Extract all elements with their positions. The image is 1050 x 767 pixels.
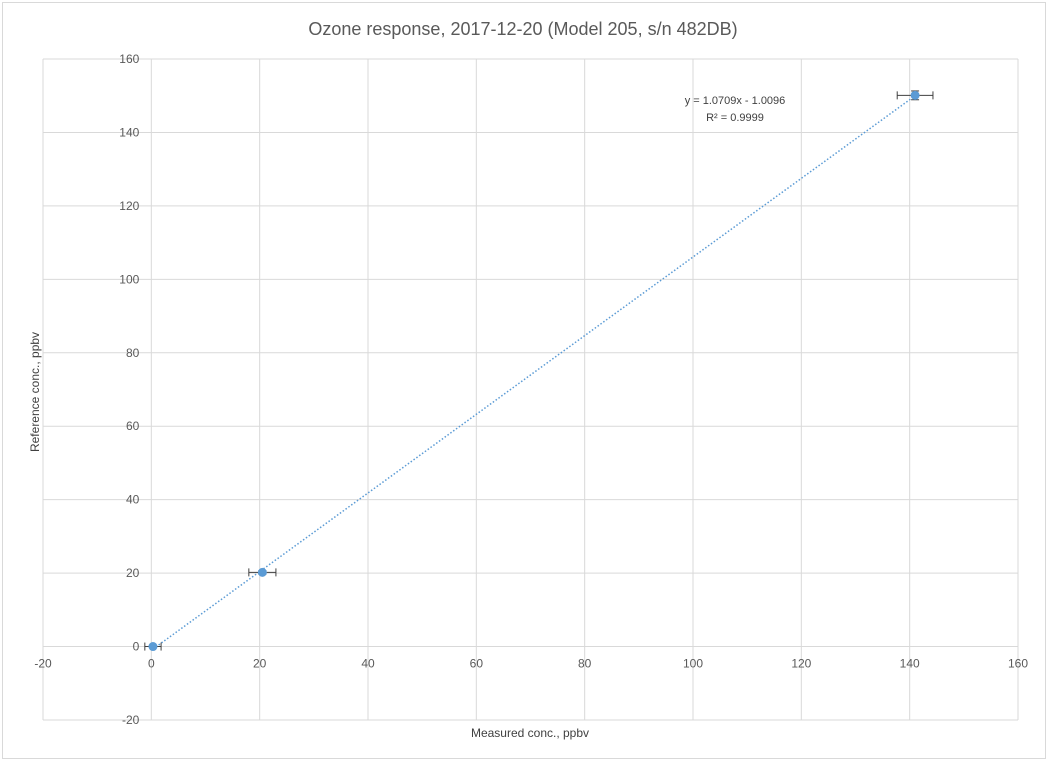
x-tick-label: 120	[791, 657, 811, 671]
y-tick-label: 120	[119, 199, 139, 213]
data-point	[148, 642, 158, 652]
trendline-equation: y = 1.0709x - 1.0096	[685, 95, 786, 107]
y-tick-label: 140	[119, 125, 139, 139]
y-tick-label: 80	[126, 346, 140, 360]
x-tick-label: 0	[148, 657, 155, 671]
data-point	[910, 90, 920, 100]
y-tick-label: -20	[122, 713, 140, 727]
x-tick-label: 140	[900, 657, 920, 671]
data-point-layer	[144, 90, 934, 652]
x-tick-label: 20	[253, 657, 267, 671]
x-tick-label: 80	[578, 657, 592, 671]
y-axis-title: Reference conc., ppbv	[28, 332, 42, 452]
data-point	[257, 567, 267, 577]
x-tick-label: 100	[683, 657, 703, 671]
x-tick-label: 60	[470, 657, 484, 671]
x-tick-label: 160	[1008, 657, 1028, 671]
y-tick-label: 40	[126, 493, 140, 507]
y-tick-label: 60	[126, 419, 140, 433]
x-axis-title: Measured conc., ppbv	[471, 726, 589, 740]
trendline-r-squared: R² = 0.9999	[706, 112, 764, 124]
y-tick-label: 20	[126, 566, 140, 580]
x-tick-label: -20	[34, 657, 52, 671]
x-tick-label: 40	[361, 657, 375, 671]
tick-label-layer: -20 0 20 40 60 80 100 120 140 160 -20 0 20 40 60 80 100 1…	[34, 52, 1028, 727]
y-tick-label: 160	[119, 52, 139, 66]
chart-svg: -20 0 20 40 60 80 100 120 140 160 -20 0 20 40 60 80 100 1…	[28, 19, 1028, 740]
trendline-layer	[152, 95, 916, 650]
y-tick-label: 100	[119, 272, 139, 286]
trendline	[152, 95, 916, 650]
chart-title: Ozone response, 2017-12-20 (Model 205, s…	[308, 19, 737, 39]
grid-layer	[42, 58, 1019, 721]
y-tick-label: 0	[133, 640, 140, 654]
